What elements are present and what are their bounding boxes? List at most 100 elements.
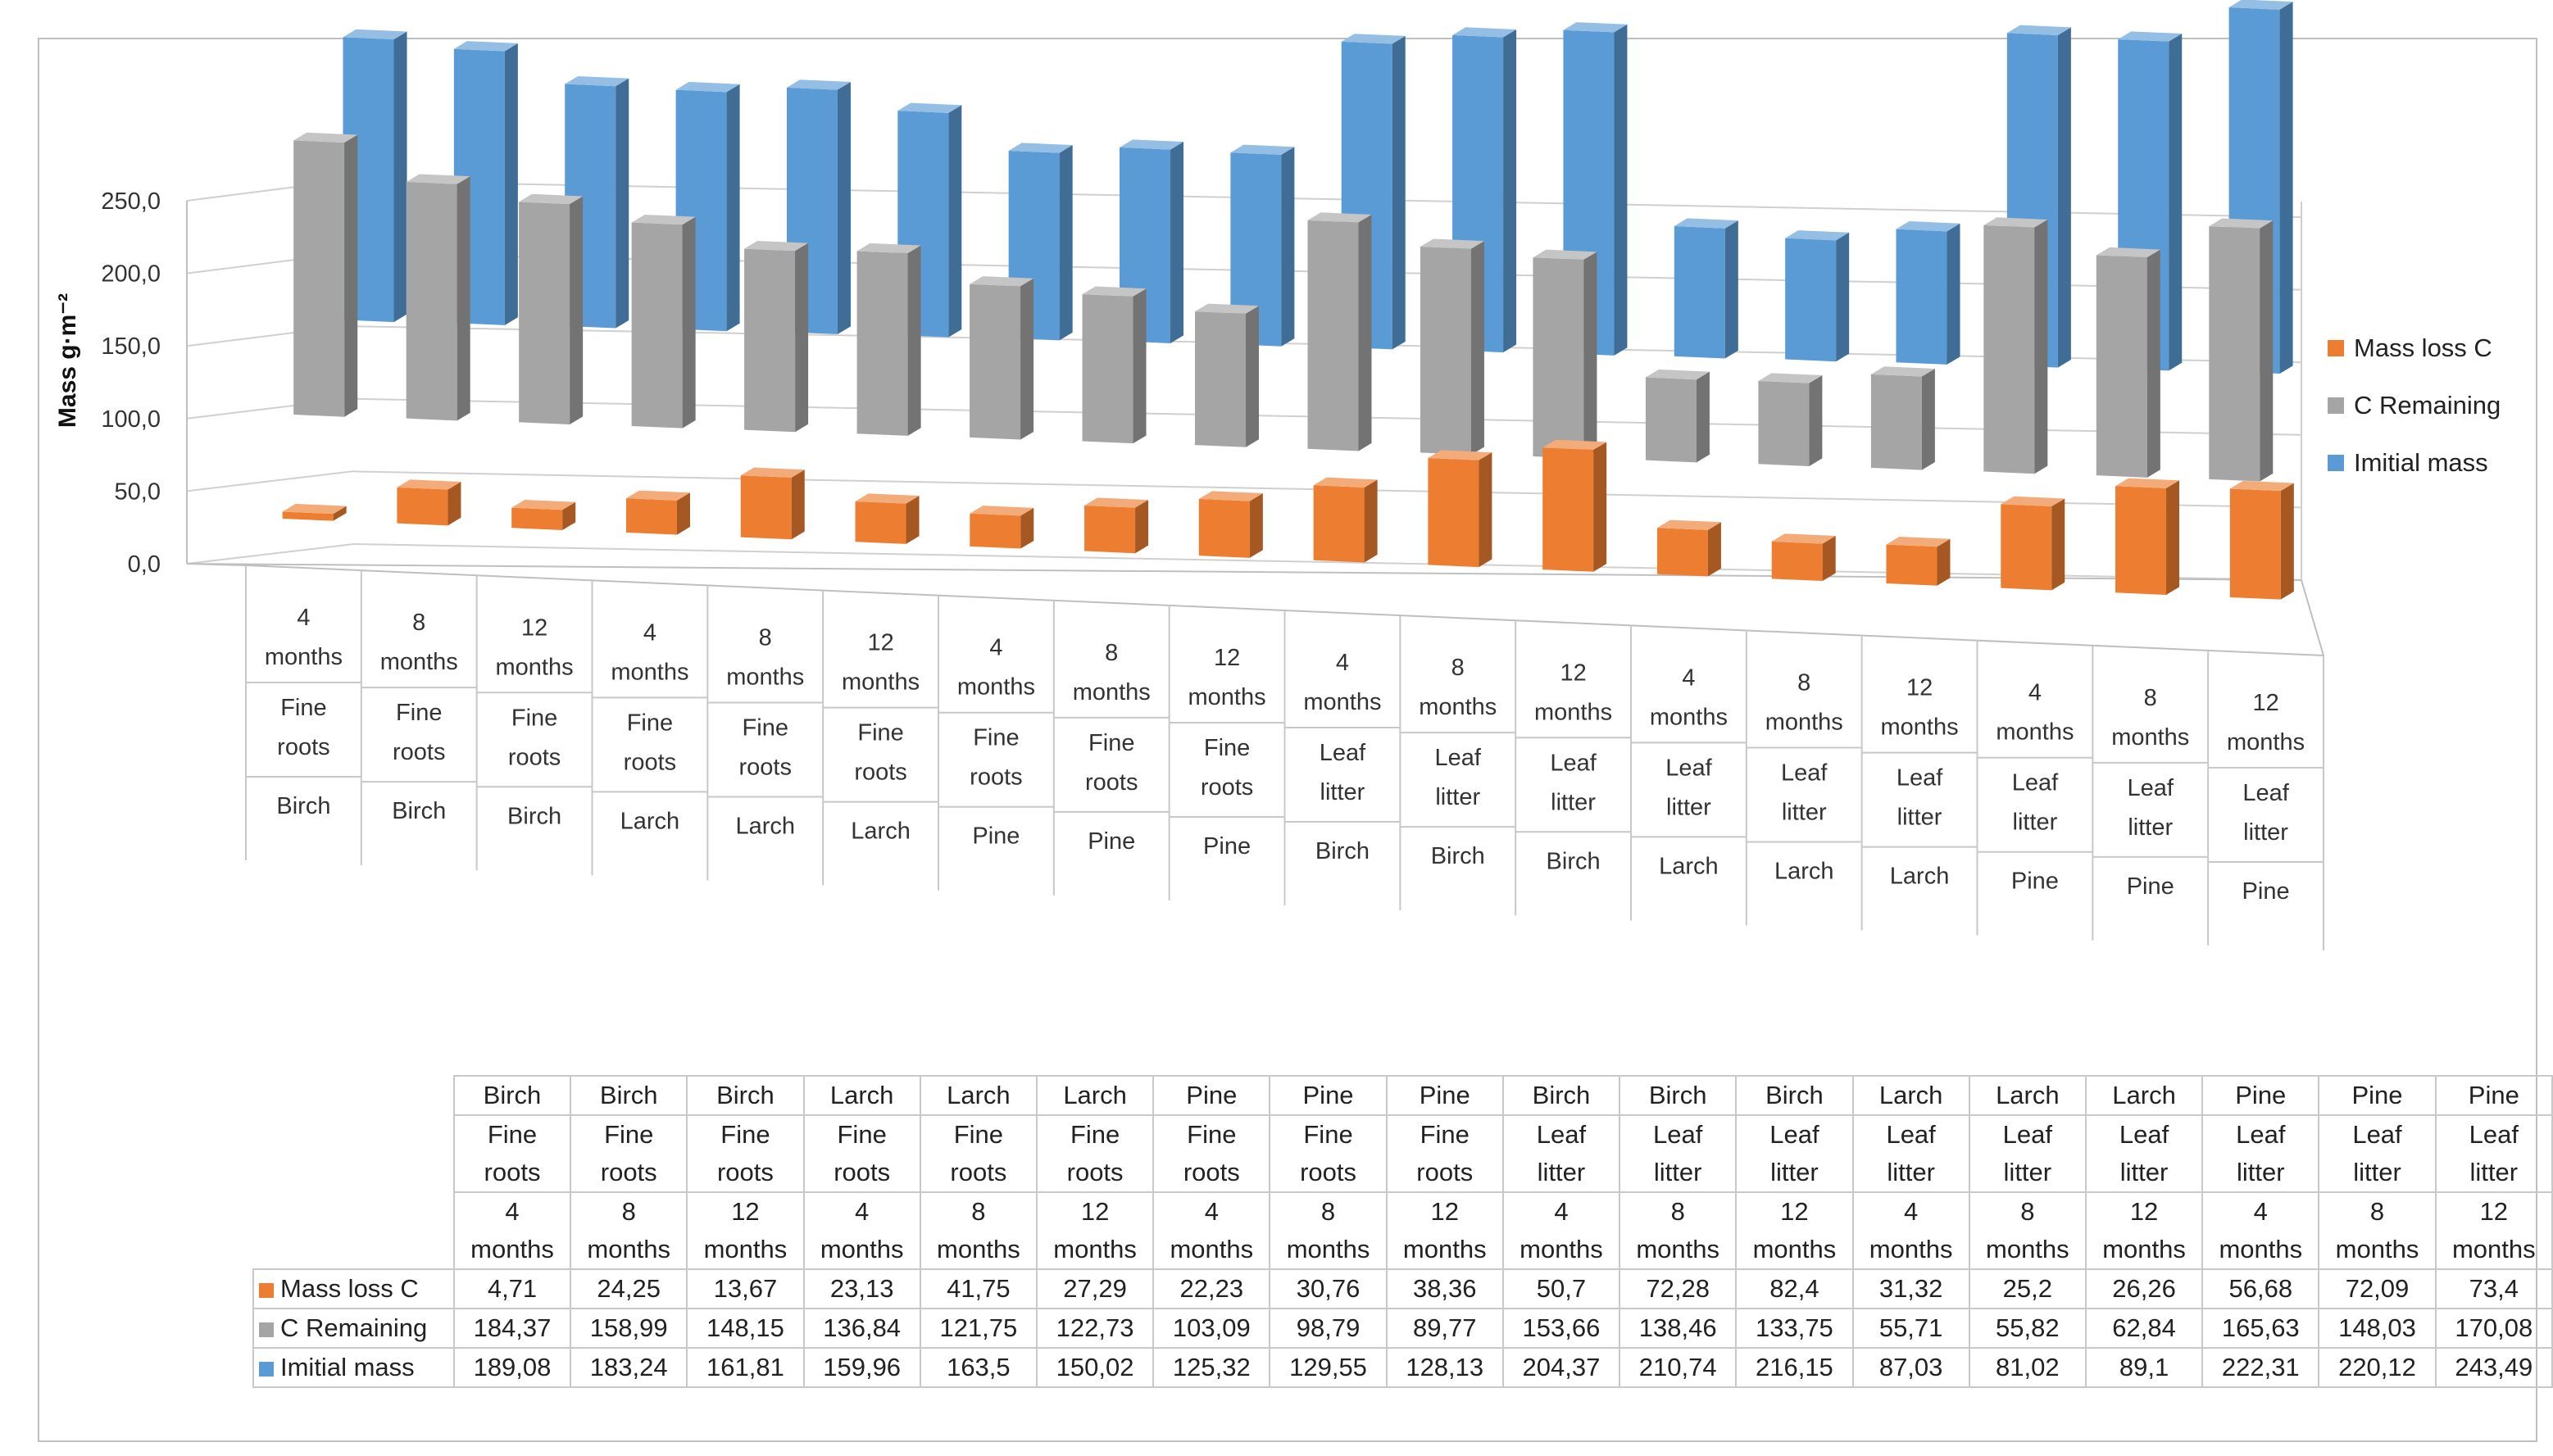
- x-tick-label: months: [380, 649, 458, 675]
- bar-mass-loss-c: [855, 493, 920, 544]
- legend-item: Mass loss C: [2328, 320, 2501, 377]
- bar-side-face: [1059, 145, 1073, 341]
- bar-c-remaining: [1758, 373, 1823, 466]
- table-header-row: Birch Birch Birch Larch Larch Larch Pine Pine Pi…: [253, 1075, 2553, 1116]
- table-header-cell: Pine: [1152, 1075, 1271, 1116]
- table-cell: 55,82: [1968, 1308, 2087, 1349]
- legend-label: Mass loss C: [2354, 333, 2492, 362]
- x-tick-label: 4: [643, 619, 656, 646]
- table-cell: 73,4: [2434, 1268, 2553, 1309]
- bar-top-face: [343, 29, 407, 40]
- bar-c-remaining: [519, 193, 584, 425]
- x-tick-label: 12: [2252, 690, 2278, 716]
- bar-top-face: [2228, 0, 2293, 10]
- bar-side-face: [344, 134, 358, 417]
- table-cell: 50,7: [1501, 1268, 1621, 1309]
- bar-top-face: [511, 500, 576, 510]
- bar-front-face: [397, 487, 448, 526]
- x-tick-label: roots: [277, 734, 329, 760]
- bar-side-face: [2051, 498, 2065, 591]
- x-tick-label: months: [1073, 679, 1151, 705]
- bar-top-face: [2001, 496, 2065, 507]
- bar-front-face: [293, 140, 345, 417]
- bar-front-face: [282, 511, 334, 521]
- table-cell: 148,15: [686, 1308, 805, 1349]
- table-corner: [253, 1076, 454, 1115]
- bar-top-face: [2118, 31, 2183, 42]
- bar-front-face: [1307, 220, 1359, 451]
- bar-side-face: [504, 43, 518, 325]
- bars: [282, 0, 2294, 600]
- bar-front-face: [519, 202, 570, 425]
- bar-top-face: [1428, 450, 1492, 460]
- table-header-cell: 8 months: [1619, 1191, 1738, 1270]
- table-cell: 159,96: [802, 1347, 921, 1388]
- bar-mass-loss-c: [1198, 491, 1263, 558]
- x-tick-label: Birch: [507, 803, 561, 829]
- table-cell: 189,08: [452, 1347, 572, 1388]
- table-cell: 184,37: [452, 1308, 572, 1349]
- x-tick-label: 8: [759, 625, 772, 651]
- x-tick-label: Pine: [1088, 828, 1135, 855]
- x-tick-label: litter: [2243, 819, 2288, 846]
- bar-c-remaining: [1533, 249, 1597, 459]
- table-header-cell: Leaf litter: [1735, 1114, 1854, 1193]
- bar-mass-loss-c: [1428, 450, 1492, 568]
- x-tick-label: months: [1650, 704, 1728, 730]
- table-header-cell: Pine: [2318, 1075, 2437, 1116]
- bar-side-face: [795, 243, 809, 433]
- x-tick-label: Fine: [396, 700, 442, 726]
- bar-front-face: [1542, 447, 1594, 572]
- table-header-cell: Fine roots: [1385, 1114, 1504, 1193]
- bar-front-face: [1533, 257, 1584, 459]
- x-tick-label: months: [842, 669, 920, 696]
- bar-side-face: [1921, 368, 1935, 470]
- x-tick-label: months: [726, 664, 804, 691]
- table-corner: [253, 1192, 454, 1269]
- bar-c-remaining: [744, 240, 809, 433]
- x-tick-label: months: [265, 644, 343, 670]
- x-tick-label: Leaf: [1897, 765, 1943, 792]
- bar-front-face: [1428, 457, 1479, 568]
- x-tick-label: Pine: [2011, 869, 2059, 895]
- bar-top-face: [1542, 439, 1607, 451]
- table-cell: 133,75: [1735, 1308, 1854, 1349]
- table-header-cell: Leaf litter: [2084, 1114, 2204, 1193]
- legend-swatch: [2328, 340, 2344, 356]
- x-tick-label: litter: [2128, 814, 2173, 841]
- table-header-cell: 8 months: [1968, 1191, 2087, 1270]
- x-tick-label: 4: [2028, 680, 2042, 706]
- table-header-cell: 12 months: [1385, 1191, 1504, 1270]
- bar-side-face: [948, 105, 962, 338]
- bar-side-face: [682, 216, 696, 429]
- bar-side-face: [1593, 442, 1607, 572]
- bar-side-face: [1696, 371, 1710, 463]
- table-header-row: Fine roots Fine roots Fine roots Fine roots Fine…: [253, 1114, 2553, 1193]
- table-cell: 87,03: [1851, 1347, 1970, 1388]
- x-tick-label: Fine: [1204, 735, 1250, 761]
- y-tick-label: 100,0: [101, 406, 161, 433]
- series-name-cell: C Remaining: [252, 1308, 455, 1349]
- bar-mass-loss-c: [2229, 480, 2294, 600]
- x-tick-label: Birch: [276, 793, 330, 819]
- bar-top-face: [2115, 478, 2180, 488]
- table-header-cell: Fine roots: [452, 1114, 572, 1193]
- table-header-cell: 4 months: [452, 1191, 572, 1270]
- bar-front-face: [2209, 226, 2260, 482]
- x-tick-label: Larch: [1890, 864, 1950, 890]
- table-cell: 158,99: [570, 1308, 688, 1349]
- x-tick-label: Leaf: [1550, 750, 1597, 776]
- bar-side-face: [1724, 220, 1738, 359]
- table-row: Imitial mass 189,08 183,24 161,81 159,96 163,…: [252, 1347, 2553, 1388]
- x-tick-label: months: [2227, 729, 2305, 755]
- bar-mass-loss-c: [970, 506, 1034, 549]
- bar-top-face: [1771, 533, 1836, 544]
- bar-imitial-mass: [1896, 221, 1960, 365]
- table-cell: 24,25: [570, 1268, 688, 1309]
- x-tick-label: months: [1765, 710, 1843, 736]
- table-header-cell: Leaf litter: [1501, 1114, 1621, 1193]
- bar-c-remaining: [1420, 238, 1484, 456]
- table-header-cell: 8 months: [1269, 1191, 1388, 1270]
- table-header-cell: Fine roots: [1152, 1114, 1271, 1193]
- x-tick-label: roots: [1201, 774, 1253, 801]
